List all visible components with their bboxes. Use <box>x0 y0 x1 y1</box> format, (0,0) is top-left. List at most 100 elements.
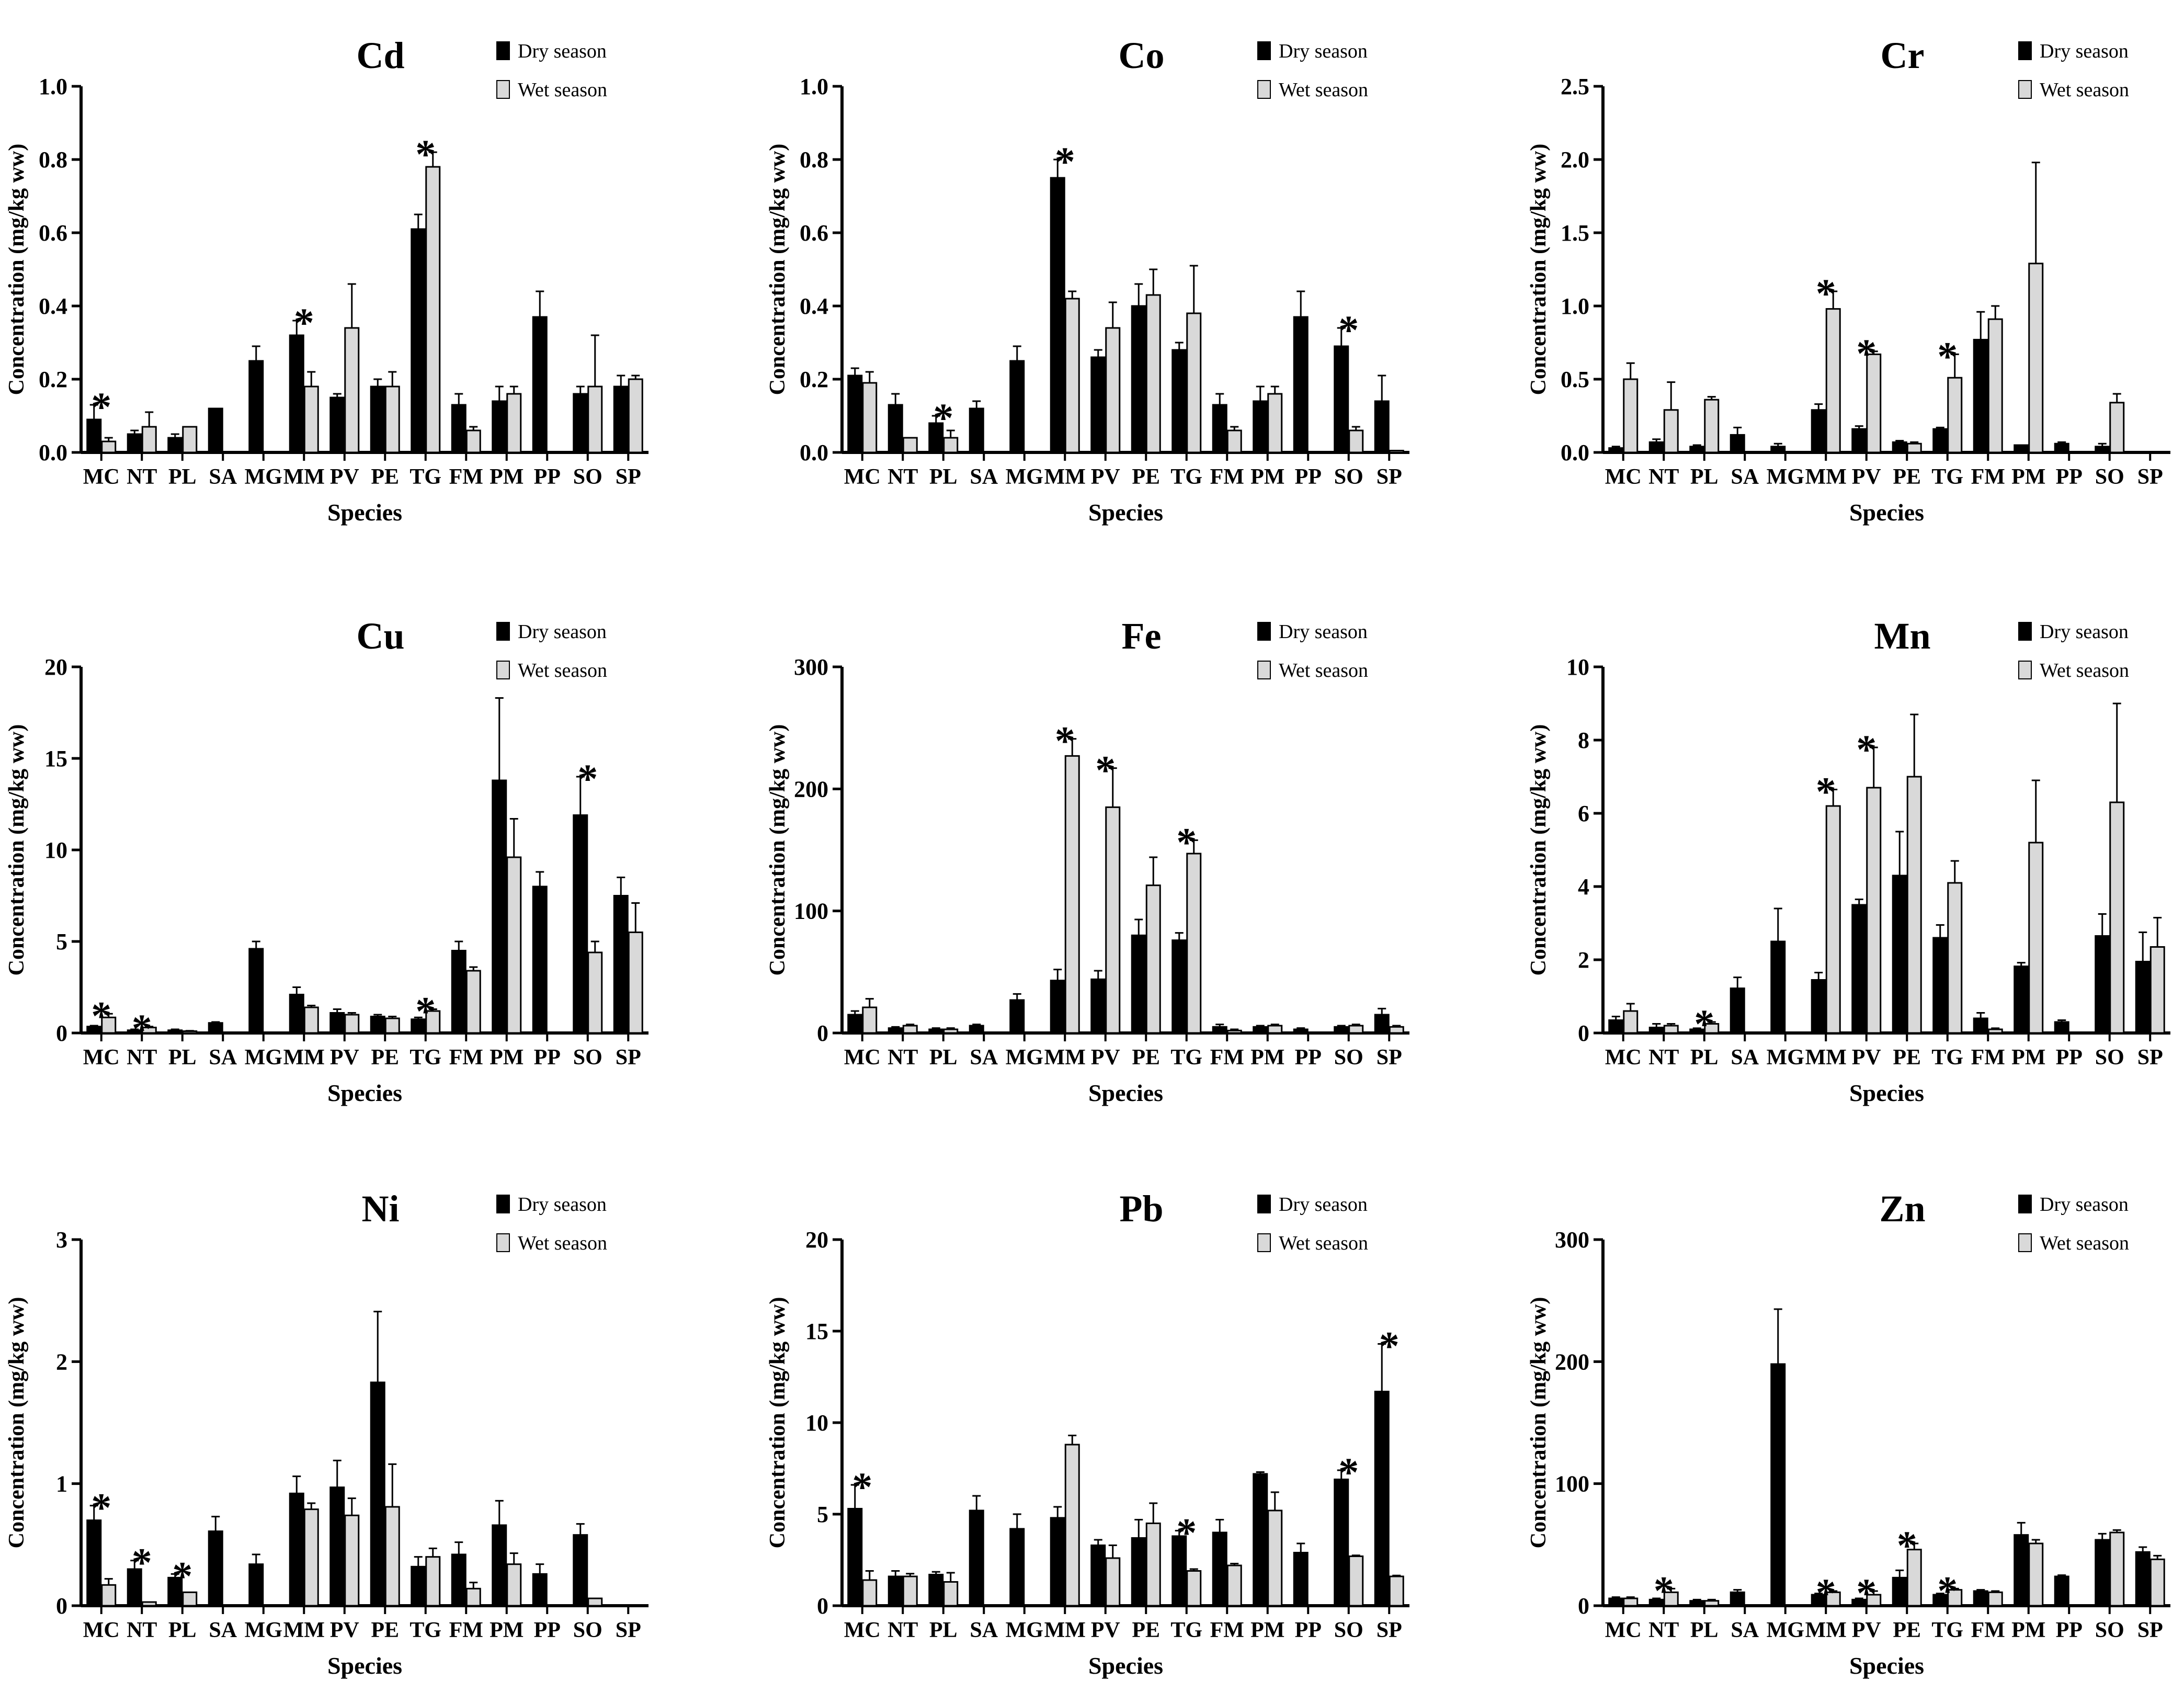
wet-bar <box>1105 1557 1121 1607</box>
dry-bar <box>1050 177 1065 453</box>
dry-bar <box>1171 939 1187 1034</box>
x-tick-label: FM <box>449 1618 483 1642</box>
x-tick-label: PM <box>2011 1046 2045 1070</box>
x-tick-label: SP <box>616 465 641 489</box>
y-tick-label: 2 <box>56 1349 67 1375</box>
dry-bar <box>492 400 507 453</box>
x-tick-label: SO <box>573 465 602 489</box>
wet-bar <box>1825 308 1841 453</box>
dry-bar <box>208 1530 223 1607</box>
legend-wet-swatch <box>496 661 510 679</box>
y-tick-label: 0 <box>56 1593 67 1619</box>
y-tick-label: 10 <box>805 1410 828 1436</box>
significance-marker: * <box>415 989 436 1034</box>
chart-mn: Mn 0 2 4 6 8 10 Concentration (mg/kg ww) Species… <box>1527 615 2170 1106</box>
x-tick-label: MM <box>1805 1618 1847 1642</box>
y-tick-label: 2 <box>1578 947 1589 973</box>
y-tick-label: 0 <box>56 1020 67 1046</box>
chart-title: Co <box>1119 35 1165 76</box>
dry-bar <box>2054 1575 2069 1607</box>
y-tick-label: 100 <box>1555 1471 1589 1497</box>
dry-bar <box>1090 978 1106 1034</box>
dry-bar <box>928 1028 944 1034</box>
legend-wet-label: Wet season <box>518 79 607 101</box>
wet-bar <box>101 1584 117 1607</box>
legend-dry-swatch <box>496 1195 510 1213</box>
dry-bar <box>1932 937 1948 1034</box>
x-tick-label: NT <box>888 1618 918 1642</box>
dry-bar <box>573 393 588 453</box>
x-tick-label: SP <box>2137 1618 2163 1642</box>
y-tick-label: 0 <box>1578 1593 1589 1619</box>
wet-bar <box>1825 805 1841 1034</box>
significance-marker: * <box>852 1464 872 1509</box>
x-tick-label: PP <box>1295 1046 1322 1070</box>
x-tick-label: MC <box>1605 465 1642 489</box>
legend-wet-swatch <box>2018 80 2032 99</box>
legend-wet-label: Wet season <box>2040 660 2129 682</box>
x-tick-label: TG <box>410 1046 441 1070</box>
wet-bar <box>303 385 319 453</box>
dry-bar <box>888 404 903 453</box>
wet-bar <box>1906 442 1922 453</box>
dry-bar <box>1851 428 1867 453</box>
dry-bar <box>451 1553 467 1607</box>
wet-bar <box>587 951 603 1034</box>
dry-bar <box>2095 1539 2110 1607</box>
legend-wet-swatch <box>1257 80 1271 99</box>
y-tick-label: 0 <box>817 1593 828 1619</box>
dry-bar <box>370 1016 385 1034</box>
x-tick-label: TG <box>410 1618 441 1642</box>
chart-title: Mn <box>1874 615 1931 657</box>
y-tick-label: 0.2 <box>800 367 828 392</box>
x-tick-label: SA <box>1731 1046 1759 1070</box>
y-tick-label: 3 <box>56 1227 67 1253</box>
x-tick-label: PL <box>1690 1618 1719 1642</box>
wet-bar <box>344 1514 360 1607</box>
significance-marker: * <box>1055 718 1075 764</box>
dry-bar <box>2135 1551 2151 1607</box>
dry-bar <box>969 1509 984 1607</box>
x-axis-label: Species <box>327 1652 402 1679</box>
y-axis-label: Concentration (mg/kg ww) <box>766 144 790 395</box>
x-tick-label: SA <box>1731 1618 1759 1642</box>
legend-dry-label: Dry season <box>1279 1194 1368 1216</box>
dry-bar <box>532 316 548 453</box>
y-tick-label: 300 <box>1555 1227 1589 1253</box>
dry-bar <box>248 948 264 1034</box>
wet-bar <box>2149 1558 2165 1607</box>
significance-marker: * <box>1816 270 1836 316</box>
significance-marker: * <box>1338 1449 1359 1495</box>
wet-bar <box>2149 946 2165 1034</box>
x-tick-label: NT <box>1648 465 1679 489</box>
legend-wet-label: Wet season <box>2040 79 2129 101</box>
dry-bar <box>1374 1391 1390 1607</box>
significance-marker: * <box>1055 139 1075 184</box>
wet-bar <box>1663 1025 1679 1034</box>
y-tick-label: 0.0 <box>800 440 828 465</box>
dry-bar <box>1131 305 1146 453</box>
significance-marker: * <box>1816 769 1836 814</box>
dry-bar <box>208 407 223 453</box>
legend-dry-swatch <box>1257 41 1271 60</box>
x-tick-label: TG <box>1931 1618 1963 1642</box>
legend-wet-label: Wet season <box>1279 1232 1368 1254</box>
dry-bar <box>451 950 467 1034</box>
legend-dry-swatch <box>2018 622 2032 641</box>
dry-bar <box>888 1575 903 1607</box>
y-tick-label: 10 <box>44 837 67 863</box>
x-tick-label: PP <box>1295 465 1322 489</box>
wet-bar <box>902 1025 918 1034</box>
wet-bar <box>1226 1029 1242 1034</box>
dry-bar <box>1851 904 1867 1034</box>
legend-dry-label: Dry season <box>518 40 607 62</box>
legend-wet-label: Wet season <box>518 1232 607 1254</box>
significance-marker: * <box>1937 1568 1958 1613</box>
wet-bar <box>1348 1025 1364 1034</box>
legend-wet-swatch <box>2018 1233 2032 1252</box>
x-tick-label: PM <box>490 1046 524 1070</box>
dry-bar <box>1374 1014 1390 1034</box>
x-tick-label: PP <box>2056 1618 2083 1642</box>
x-tick-label: NT <box>888 1046 918 1070</box>
legend-dry-label: Dry season <box>2040 1194 2129 1216</box>
